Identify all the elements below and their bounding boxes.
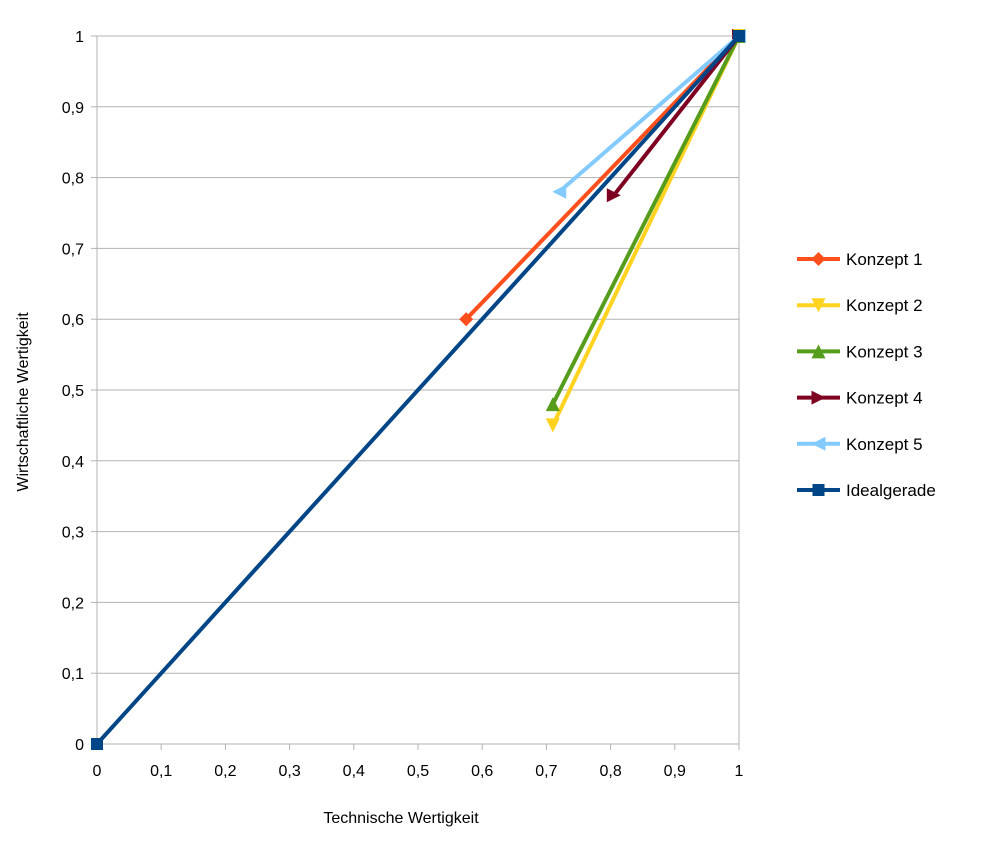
y-tick-labels: 0 0,1 0,2 0,3 0,4 0,5 0,6 0,7 0,8 0,9 1 — [62, 29, 84, 754]
legend-marker — [811, 344, 826, 359]
y-axis-title: Wirtschaftliche Wertigkeit — [15, 312, 32, 492]
legend-item: Konzept 2 — [797, 296, 923, 315]
legend-marker — [811, 390, 826, 405]
data-point — [606, 188, 621, 203]
series-line — [557, 34, 741, 194]
data-point — [733, 30, 745, 42]
data-point — [545, 418, 560, 433]
y-tick-label: 0,2 — [62, 595, 84, 612]
data-point — [545, 397, 560, 412]
data-point — [459, 312, 474, 327]
y-tick-label: 0,1 — [62, 666, 84, 683]
y-tick-label: 0,6 — [62, 312, 84, 329]
y-tick-label: 0,3 — [62, 525, 84, 542]
grid — [97, 35, 739, 674]
legend-marker — [812, 484, 825, 496]
x-tick-label: 0,2 — [214, 763, 236, 780]
y-tick-label: 0 — [75, 737, 84, 754]
series-2 — [545, 29, 746, 433]
legend-item: Konzept 5 — [797, 435, 923, 454]
series-line — [612, 34, 741, 197]
y-tick-label: 0,8 — [62, 171, 84, 188]
legend-label: Konzept 5 — [846, 435, 923, 454]
x-tick-labels: 0 0,1 0,2 0,3 0,4 0,5 0,6 0,7 0,8 0,9 1 — [93, 763, 744, 780]
x-tick-label: 0,1 — [150, 763, 172, 780]
x-tick-label: 0,7 — [535, 763, 557, 780]
series-line — [95, 34, 741, 746]
x-tick-label: 0 — [93, 763, 102, 780]
x-tick-label: 1 — [735, 763, 744, 780]
x-tick-label: 0,3 — [278, 763, 300, 780]
data-point — [552, 184, 567, 199]
legend-marker — [811, 436, 826, 451]
data-point — [91, 738, 103, 750]
legend-label: Konzept 4 — [846, 389, 923, 408]
x-tick-label: 0,6 — [471, 763, 493, 780]
legend: Konzept 1 Konzept 2 Konzept 3 Konzept 4 Konz… — [797, 250, 936, 500]
y-tick-label: 1 — [75, 29, 84, 46]
legend-marker — [811, 252, 826, 266]
legend-label: Konzept 1 — [846, 250, 923, 269]
series — [91, 29, 746, 750]
legend-label: Konzept 3 — [846, 342, 923, 361]
legend-label: Idealgerade — [846, 481, 936, 500]
y-tick-label: 0,7 — [62, 241, 84, 258]
x-tick-label: 0,9 — [664, 763, 686, 780]
x-tick-label: 0,4 — [343, 763, 365, 780]
x-tick-label: 0,5 — [407, 763, 429, 780]
legend-item: Konzept 4 — [797, 389, 923, 408]
series-4 — [606, 29, 746, 203]
y-tick-label: 0,4 — [62, 454, 84, 471]
x-tick-label: 0,8 — [599, 763, 621, 780]
legend-label: Konzept 2 — [846, 296, 923, 315]
legend-marker — [811, 298, 826, 313]
axes — [91, 35, 740, 750]
y-tick-label: 0,5 — [62, 383, 84, 400]
series-5 — [552, 29, 746, 199]
legend-item: Idealgerade — [797, 481, 936, 500]
x-axis-title: Technische Wertigkeit — [323, 810, 479, 827]
legend-item: Konzept 1 — [797, 250, 923, 269]
y-tick-label: 0,9 — [62, 100, 84, 117]
series-6 — [91, 30, 745, 750]
legend-item: Konzept 3 — [797, 342, 923, 361]
series-line — [551, 35, 741, 406]
